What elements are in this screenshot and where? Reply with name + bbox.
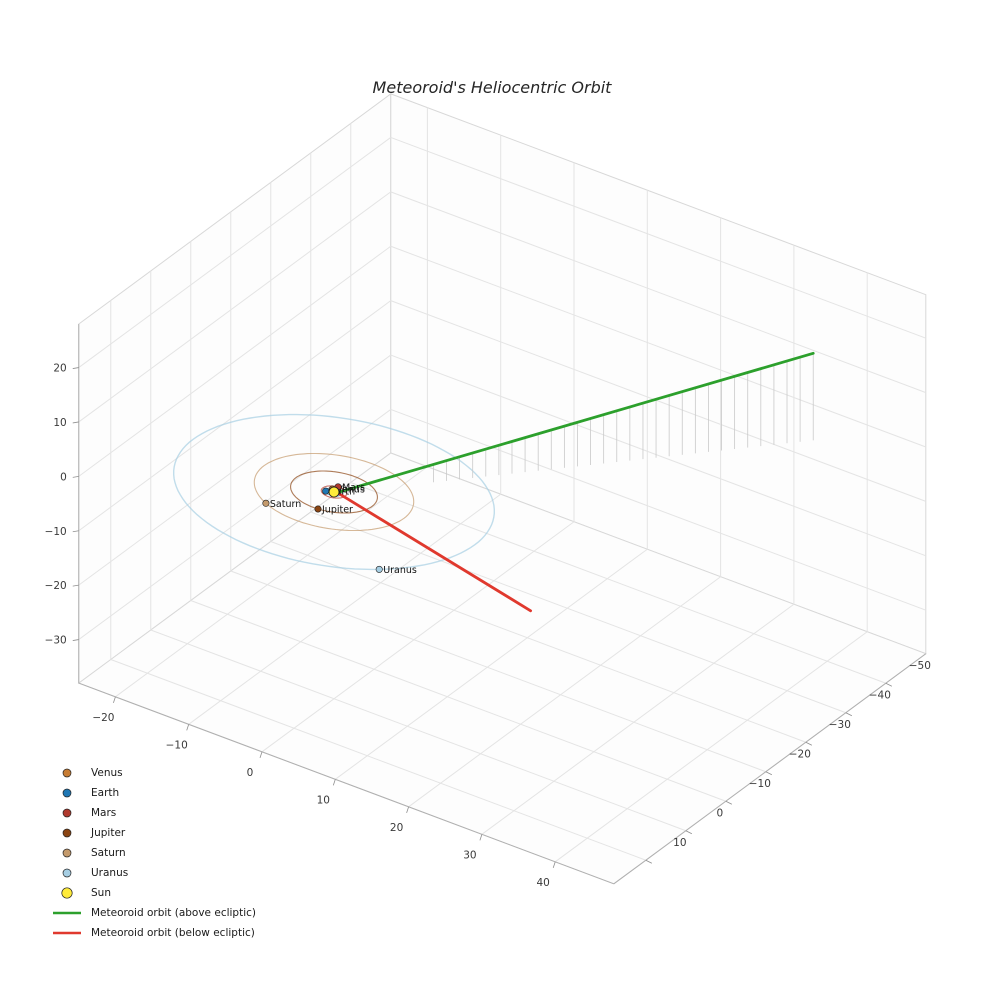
axis-edge xyxy=(78,682,615,885)
x-tick-label: 20 xyxy=(390,822,403,834)
z-tick-label: −20 xyxy=(45,580,67,592)
grid-lines xyxy=(78,107,927,863)
legend-label: Uranus xyxy=(91,867,129,879)
y-tick-label: −40 xyxy=(869,690,891,702)
legend-label: Saturn xyxy=(91,847,126,859)
tick-labels: −20 −10 0 10 20 30 40 −50 −40 −30 −20 −10 0 10 −30 −20 −… xyxy=(45,363,931,889)
chart-title: Meteoroid's Heliocentric Orbit xyxy=(372,78,612,97)
legend-item-venus: Venus xyxy=(50,763,256,783)
z-tick-label: 10 xyxy=(53,417,66,429)
z-tick-label: −10 xyxy=(45,526,67,538)
planet-marker-jupiter xyxy=(314,505,322,513)
planet-marker-uranus xyxy=(375,565,383,573)
y-tick-label: −10 xyxy=(749,778,771,790)
legend-item-meteoroid-orbit-below-ecliptic: Meteoroid orbit (below ecliptic) xyxy=(50,923,256,943)
legend-dot-swatch xyxy=(50,846,84,860)
meteoroid-above-line xyxy=(337,351,815,494)
z-tick-label: 20 xyxy=(53,363,66,375)
legend-label: Meteoroid orbit (above ecliptic) xyxy=(91,907,256,919)
y-tick-label: 10 xyxy=(673,837,686,849)
legend-dot-swatch xyxy=(50,826,84,840)
planet-marker-earth xyxy=(322,487,330,495)
planet-orbits xyxy=(173,413,495,571)
y-tick-label: −20 xyxy=(789,749,811,761)
legend-dot-swatch xyxy=(50,806,84,820)
legend-line-swatch xyxy=(50,926,84,940)
planet-label-venus: Venus xyxy=(336,485,365,496)
legend-dot-swatch xyxy=(50,886,84,900)
legend-dot-swatch xyxy=(50,866,84,880)
orbit-jupiter xyxy=(290,470,378,514)
planet-label-earth: Earth xyxy=(330,487,355,498)
x-tick-label: −10 xyxy=(166,739,188,751)
legend-dot-swatch xyxy=(50,786,84,800)
legend-item-meteoroid-orbit-above-ecliptic: Meteoroid orbit (above ecliptic) xyxy=(50,903,256,923)
y-tick-label: −50 xyxy=(909,660,931,672)
x-tick-label: 10 xyxy=(317,794,330,806)
legend-item-uranus: Uranus xyxy=(50,863,256,883)
legend-item-earth: Earth xyxy=(50,783,256,803)
y-tick-label: −30 xyxy=(829,719,851,731)
x-tick-label: 30 xyxy=(463,849,476,861)
z-tick-label: −30 xyxy=(45,635,67,647)
orbit-uranus xyxy=(173,413,495,571)
planet-label-uranus: Uranus xyxy=(383,565,417,576)
y-tick-label: 0 xyxy=(716,808,723,820)
x-tick-label: 0 xyxy=(247,767,254,779)
planet-label-mars: Mars xyxy=(342,482,365,493)
legend-label: Earth xyxy=(91,787,120,799)
legend-item-saturn: Saturn xyxy=(50,843,256,863)
drop-lines xyxy=(433,353,814,483)
planet-label-saturn: Saturn xyxy=(270,499,301,510)
x-tick-label: −20 xyxy=(92,712,114,724)
axis-edge xyxy=(613,653,927,885)
legend-dot-swatch xyxy=(50,766,84,780)
meteoroid-below-line xyxy=(337,491,533,613)
legend-label: Jupiter xyxy=(91,827,126,839)
orbit-saturn xyxy=(253,452,415,532)
legend-line-swatch xyxy=(50,906,84,920)
legend-item-jupiter: Jupiter xyxy=(50,823,256,843)
legend-label: Venus xyxy=(91,767,123,779)
x-tick-label: 40 xyxy=(537,877,550,889)
legend-label: Sun xyxy=(91,887,111,899)
legend-item-sun: Sun xyxy=(50,883,256,903)
legend-label: Meteoroid orbit (below ecliptic) xyxy=(91,927,255,939)
sun-marker xyxy=(328,486,340,498)
legend: Venus Earth Mars Jupiter Saturn Uranus Sun Mete… xyxy=(50,763,256,943)
planet-label-jupiter: Jupiter xyxy=(321,504,353,515)
legend-item-mars: Mars xyxy=(50,803,256,823)
legend-label: Mars xyxy=(91,807,117,819)
z-tick-label: 0 xyxy=(60,471,67,483)
planet-marker-saturn xyxy=(262,499,270,507)
